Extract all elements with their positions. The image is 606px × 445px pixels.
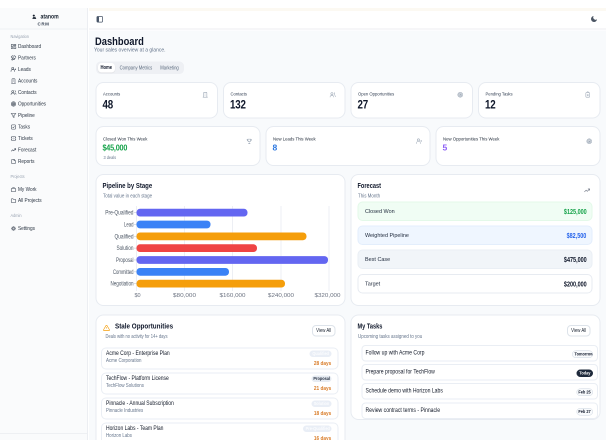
- svg-text:Proposal: Proposal: [116, 258, 134, 264]
- svg-text:$320,000: $320,000: [315, 293, 341, 299]
- svg-text:$240,000: $240,000: [268, 293, 294, 299]
- svg-text:$160,000: $160,000: [220, 293, 246, 299]
- svg-text:Committed: Committed: [113, 270, 134, 276]
- svg-text:Negotiation: Negotiation: [111, 282, 134, 288]
- svg-text:$80,000: $80,000: [173, 293, 196, 299]
- svg-text:$0: $0: [134, 293, 140, 299]
- svg-text:Solution: Solution: [117, 246, 134, 252]
- svg-text:Qualified: Qualified: [115, 234, 134, 240]
- svg-text:Pre-Qualified: Pre-Qualified: [105, 211, 133, 217]
- svg-text:Lead: Lead: [124, 223, 134, 229]
